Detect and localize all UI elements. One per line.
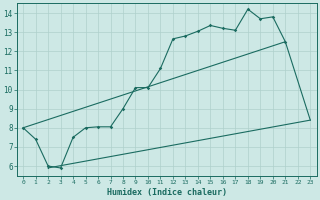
X-axis label: Humidex (Indice chaleur): Humidex (Indice chaleur): [107, 188, 227, 197]
